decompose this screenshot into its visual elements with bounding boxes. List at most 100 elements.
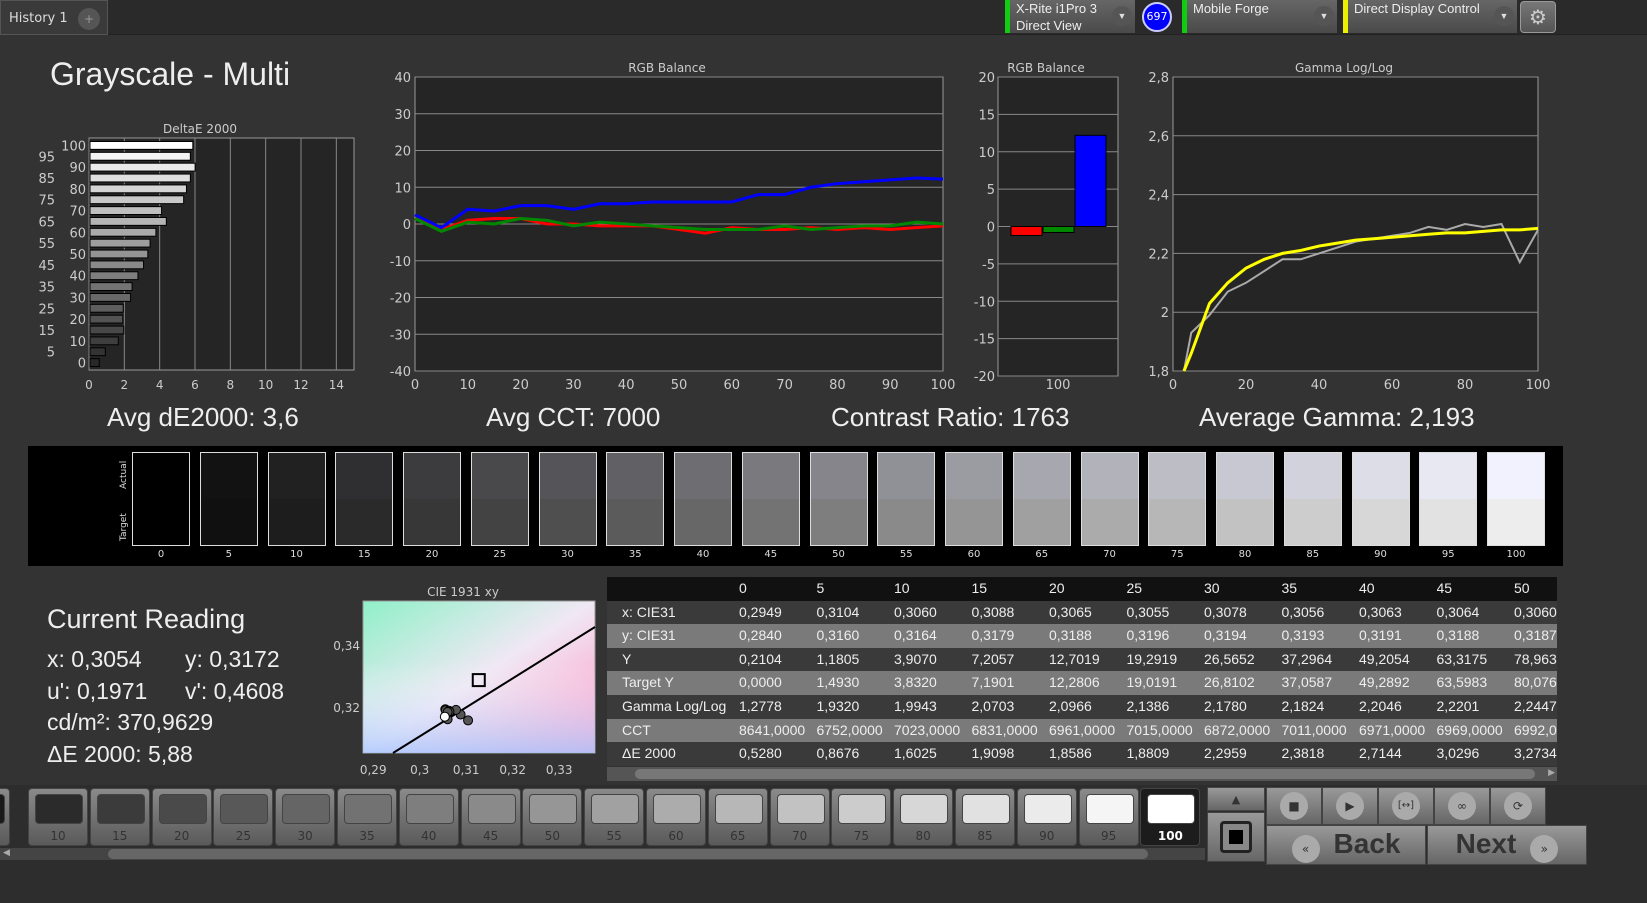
column-header: 35 — [1281, 580, 1298, 596]
swatch-label: 45 — [764, 549, 778, 560]
x-tick-label: 30 — [565, 378, 582, 393]
patch-button-25[interactable]: 25 — [213, 788, 274, 846]
table-cell: 1,2778 — [739, 697, 782, 714]
continuous-button[interactable]: ∞ — [1434, 787, 1490, 825]
arrow-up-icon: ▲ — [1231, 793, 1241, 806]
patch-button-20[interactable]: 20 — [151, 788, 212, 846]
target-marker — [471, 673, 486, 688]
x-tick-label: 0,3 — [410, 763, 429, 777]
patch-button-60[interactable]: 60 — [646, 788, 706, 846]
y-tick-label: 80 — [69, 183, 86, 198]
x-tick-label: 8 — [227, 378, 235, 392]
top-bar: History 1 + X-Rite i1Pro 3 Direct View ▼… — [0, 0, 1647, 35]
column-header: 15 — [971, 580, 988, 596]
patch-button-40[interactable]: 40 — [398, 788, 459, 846]
reading-count-badge[interactable]: 697 — [1142, 2, 1172, 32]
scroll-right-icon[interactable]: ▶ — [1548, 768, 1555, 778]
patch-button-80[interactable]: 80 — [893, 788, 954, 846]
table-cell: 0,0000 — [739, 674, 782, 691]
next-button[interactable]: Next » — [1427, 825, 1587, 865]
actual-color — [539, 453, 596, 499]
grayscale-swatch — [1283, 452, 1342, 546]
table-row: Y 0,2104 1,1805 3,9070 7,2057 12,7019 19,2919 2… — [607, 647, 1557, 672]
play-icon: ▶ — [1336, 792, 1364, 820]
table-cell: 7023,0000 — [894, 721, 961, 738]
patch-button-55[interactable]: 55 — [584, 788, 645, 846]
meter-dropdown[interactable]: X-Rite i1Pro 3 Direct View ▼ — [1005, 0, 1135, 33]
stop-button[interactable]: ■ — [1266, 787, 1322, 825]
patch-label: 25 — [235, 829, 252, 843]
refresh-button[interactable]: ⟳ — [1490, 787, 1546, 825]
target-color — [133, 499, 189, 545]
delta-e-bar — [89, 303, 124, 313]
stop-display-button[interactable] — [1207, 812, 1265, 862]
patch-button-85[interactable]: 85 — [955, 788, 1015, 846]
y-tick-label: 0,34 — [333, 639, 360, 653]
table-scrollbar[interactable]: ▶ — [607, 767, 1557, 781]
actual-color — [1420, 453, 1477, 499]
actual-color — [1488, 453, 1544, 499]
meter-name: X-Rite i1Pro 3 — [1016, 1, 1097, 16]
page-title: Grayscale - Multi — [50, 56, 291, 92]
patch-button-90[interactable]: 90 — [1016, 788, 1077, 846]
patch-button-10[interactable]: 10 — [28, 788, 88, 846]
patch-button-50[interactable]: 50 — [522, 788, 583, 846]
chevron-down-icon: ▼ — [1314, 6, 1334, 26]
scroll-left-icon[interactable]: ◀ — [3, 848, 10, 858]
y-tick-label: -40 — [390, 365, 411, 380]
patch-scrollbar[interactable]: ◀ — [0, 848, 1205, 860]
patch-button-65[interactable]: 65 — [707, 788, 768, 846]
grayscale-swatch — [267, 452, 326, 546]
y-tick-label: -5 — [982, 258, 995, 273]
delta-e-bar — [89, 282, 133, 291]
patch-button-35[interactable]: 35 — [337, 788, 397, 846]
play-button[interactable]: ▶ — [1322, 787, 1378, 825]
column-header: 5 — [816, 580, 825, 596]
patch-button-95[interactable]: 95 — [1078, 788, 1139, 846]
double-chevron-left-icon: « — [1291, 835, 1320, 863]
table-row: x: CIE31 0,2949 0,3104 0,3060 0,3088 0,3065 0,… — [607, 600, 1557, 625]
swatch-label: 30 — [561, 549, 574, 560]
bracket-icon: [↔] — [1392, 792, 1420, 820]
patch-button-15[interactable]: 15 — [89, 788, 150, 846]
column-header: 10 — [894, 580, 910, 596]
table-cell: 3,0296 — [1436, 745, 1480, 762]
hold-button[interactable]: [↔] — [1378, 787, 1434, 825]
patch-color — [591, 794, 640, 824]
x-tick-label: 0,29 — [360, 763, 387, 777]
step-up-button[interactable]: ▲ — [1207, 787, 1265, 811]
y-tick-label: 30 — [69, 291, 86, 306]
patch-button-45[interactable]: 45 — [460, 788, 521, 846]
patch-button-70[interactable]: 70 — [769, 788, 830, 846]
x-tick-label: 20 — [1238, 378, 1255, 393]
grayscale-swatch — [403, 452, 461, 546]
delta-e-bar — [89, 227, 157, 237]
table-row: CCT 8641,0000 6752,0000 7023,0000 6831,0000 6… — [607, 718, 1557, 743]
swatch-label: 10 — [290, 549, 303, 560]
patch-color — [282, 794, 331, 824]
y-tick-label: 50 — [69, 248, 86, 263]
table-cell: 80,076 — [1514, 674, 1557, 691]
y-tick-label: 90 — [69, 161, 86, 176]
grayscale-swatch — [335, 452, 394, 546]
patch-button-100[interactable]: 100 — [1140, 788, 1201, 846]
grayscale-swatch — [1351, 452, 1410, 546]
avg-cct-stat: Avg CCT: 7000 — [486, 402, 661, 432]
patch-button-30[interactable]: 30 — [275, 788, 336, 846]
patch-button-75[interactable]: 75 — [831, 788, 892, 846]
table-cell: 2,7144 — [1359, 745, 1402, 762]
target-color — [1284, 499, 1341, 545]
table-row: y: CIE31 0,2840 0,3160 0,3164 0,3179 0,3188 0,… — [607, 624, 1557, 648]
source-dropdown[interactable]: Mobile Forge ▼ — [1182, 0, 1337, 33]
patch-button-5[interactable] — [0, 788, 10, 846]
settings-button[interactable]: ⚙ — [1520, 1, 1556, 33]
x-tick-label: 14 — [329, 378, 344, 392]
scrollbar-thumb[interactable] — [108, 849, 1148, 859]
patch-label: 55 — [606, 829, 622, 843]
x-tick-label: 4 — [156, 378, 164, 392]
x-tick-label: 0 — [85, 378, 93, 392]
add-tab-button[interactable]: + — [78, 8, 100, 30]
display-dropdown[interactable]: Direct Display Control ▼ — [1343, 0, 1517, 33]
scrollbar-thumb[interactable] — [635, 769, 1535, 779]
back-button[interactable]: « Back — [1266, 825, 1426, 865]
